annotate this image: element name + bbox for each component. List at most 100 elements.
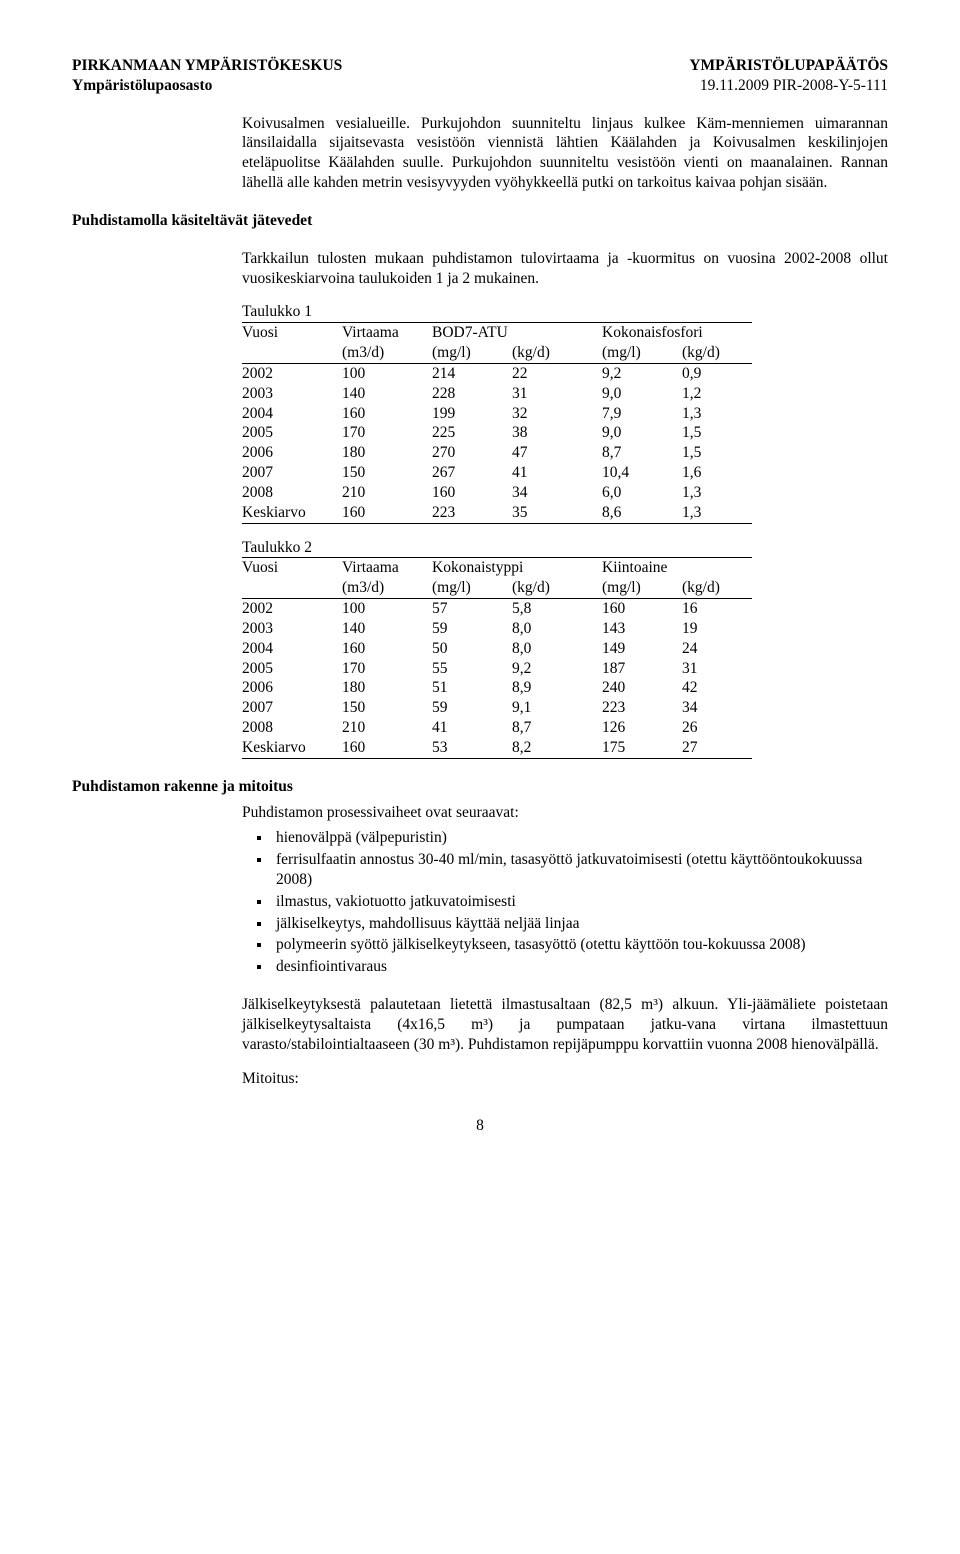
table-cell: 225	[432, 423, 512, 443]
table-cell: 160	[342, 639, 432, 659]
list-item: desinfiointivaraus	[272, 957, 888, 977]
list-item: hienovälppä (välpepuristin)	[272, 828, 888, 848]
section-2-para2: Jälkiselkeytyksestä palautetaan lietettä…	[242, 995, 888, 1054]
table-cell: 27	[682, 738, 752, 758]
section-1-para: Tarkkailun tulosten mukaan puhdistamon t…	[242, 249, 888, 289]
list-item: polymeerin syöttö jälkiselkeytykseen, ta…	[272, 935, 888, 955]
table-cell: 2006	[242, 443, 342, 463]
paragraph-1: Koivusalmen vesialueille. Purkujohdon su…	[242, 114, 888, 193]
table-cell: 126	[602, 718, 682, 738]
table-cell: 7,9	[602, 404, 682, 424]
t1-head-col2: BOD7-ATU	[432, 323, 602, 343]
table-row: 2004160508,014924	[242, 639, 752, 659]
table-cell: 1,2	[682, 384, 752, 404]
t2-head-col2: Kokonaistyppi	[432, 558, 602, 578]
t1-head-flow: Virtaama	[342, 323, 432, 343]
t2-head-c3a: (mg/l)	[602, 578, 682, 598]
table-cell: 26	[682, 718, 752, 738]
table-row: 2002100575,816016	[242, 599, 752, 619]
section-1-heading: Puhdistamolla käsiteltävät jätevedet	[72, 211, 888, 231]
header-left-top: PIRKANMAAN YMPÄRISTÖKESKUS	[72, 56, 342, 76]
table-cell: 240	[602, 678, 682, 698]
table-cell: 8,6	[602, 503, 682, 523]
table-cell: 170	[342, 659, 432, 679]
table-row: 2006180270478,71,5	[242, 443, 752, 463]
table-cell: 0,9	[682, 363, 752, 383]
t2-head-year: Vuosi	[242, 558, 342, 578]
table-cell: 59	[432, 619, 512, 639]
table-row: 2008210418,712626	[242, 718, 752, 738]
t2-head-c2b: (kg/d)	[512, 578, 602, 598]
table-cell: 9,1	[512, 698, 602, 718]
table-cell: 149	[602, 639, 682, 659]
table-cell: 199	[432, 404, 512, 424]
table-cell: 1,5	[682, 443, 752, 463]
table-cell: 140	[342, 384, 432, 404]
t1-head-c2b: (kg/d)	[512, 343, 602, 363]
table-cell: 8,0	[512, 619, 602, 639]
table-cell: 9,2	[512, 659, 602, 679]
table-cell: 2004	[242, 404, 342, 424]
table-cell: 50	[432, 639, 512, 659]
table-cell: 100	[342, 363, 432, 383]
list-item: ilmastus, vakiotuotto jatkuvatoimisesti	[272, 892, 888, 912]
table-cell: 10,4	[602, 463, 682, 483]
bullet-list: hienovälppä (välpepuristin)ferrisulfaati…	[272, 828, 888, 977]
table-cell: 41	[512, 463, 602, 483]
table-cell: 228	[432, 384, 512, 404]
table-cell: 1,3	[682, 404, 752, 424]
t2-head-col3: Kiintoaine	[602, 558, 752, 578]
table-row: Keskiarvo160223358,61,3	[242, 503, 752, 523]
t2-head-flow: Virtaama	[342, 558, 432, 578]
table-cell: 2008	[242, 718, 342, 738]
table-cell: 210	[342, 483, 432, 503]
t2-head-flow-unit: (m3/d)	[342, 578, 432, 598]
table-cell: 270	[432, 443, 512, 463]
table-cell: 8,9	[512, 678, 602, 698]
table-cell: 2007	[242, 463, 342, 483]
table-cell: 140	[342, 619, 432, 639]
table-cell: 160	[342, 503, 432, 523]
table-cell: 1,6	[682, 463, 752, 483]
table-cell: Keskiarvo	[242, 738, 342, 758]
table-cell: 24	[682, 639, 752, 659]
table-cell: 160	[432, 483, 512, 503]
table-cell: 2005	[242, 659, 342, 679]
table-cell: 214	[432, 363, 512, 383]
table-cell: 100	[342, 599, 432, 619]
table-cell: 57	[432, 599, 512, 619]
t2-head-c2a: (mg/l)	[432, 578, 512, 598]
table-cell: 150	[342, 463, 432, 483]
table-cell: 1,3	[682, 503, 752, 523]
table-1: Vuosi Virtaama BOD7-ATU Kokonaisfosfori …	[242, 322, 752, 523]
table-cell: 2003	[242, 384, 342, 404]
table-cell: 2004	[242, 639, 342, 659]
table-cell: 2003	[242, 619, 342, 639]
mitoitus-label: Mitoitus:	[242, 1069, 888, 1089]
table-row: 2005170559,218731	[242, 659, 752, 679]
table-cell: 160	[342, 738, 432, 758]
table-cell: 31	[682, 659, 752, 679]
table-cell: 42	[682, 678, 752, 698]
table-cell: 19	[682, 619, 752, 639]
table-cell: 16	[682, 599, 752, 619]
table-cell: 51	[432, 678, 512, 698]
section-2-para1: Puhdistamon prosessivaiheet ovat seuraav…	[242, 803, 888, 823]
table-cell: 223	[602, 698, 682, 718]
table-cell: 2002	[242, 599, 342, 619]
table-cell: 9,0	[602, 423, 682, 443]
table-cell: 6,0	[602, 483, 682, 503]
header-left-sub: Ympäristölupaosasto	[72, 76, 212, 96]
table-row: Keskiarvo160538,217527	[242, 738, 752, 758]
table-cell: 47	[512, 443, 602, 463]
list-item: jälkiselkeytys, mahdollisuus käyttää nel…	[272, 914, 888, 934]
table-cell: 223	[432, 503, 512, 523]
header-right-sub: 19.11.2009 PIR-2008-Y-5-111	[700, 76, 888, 96]
table-cell: 180	[342, 443, 432, 463]
table-cell: 2005	[242, 423, 342, 443]
table-cell: 41	[432, 718, 512, 738]
table-cell: 143	[602, 619, 682, 639]
table-cell: 9,0	[602, 384, 682, 404]
table-cell: 38	[512, 423, 602, 443]
t1-head-col3: Kokonaisfosfori	[602, 323, 752, 343]
